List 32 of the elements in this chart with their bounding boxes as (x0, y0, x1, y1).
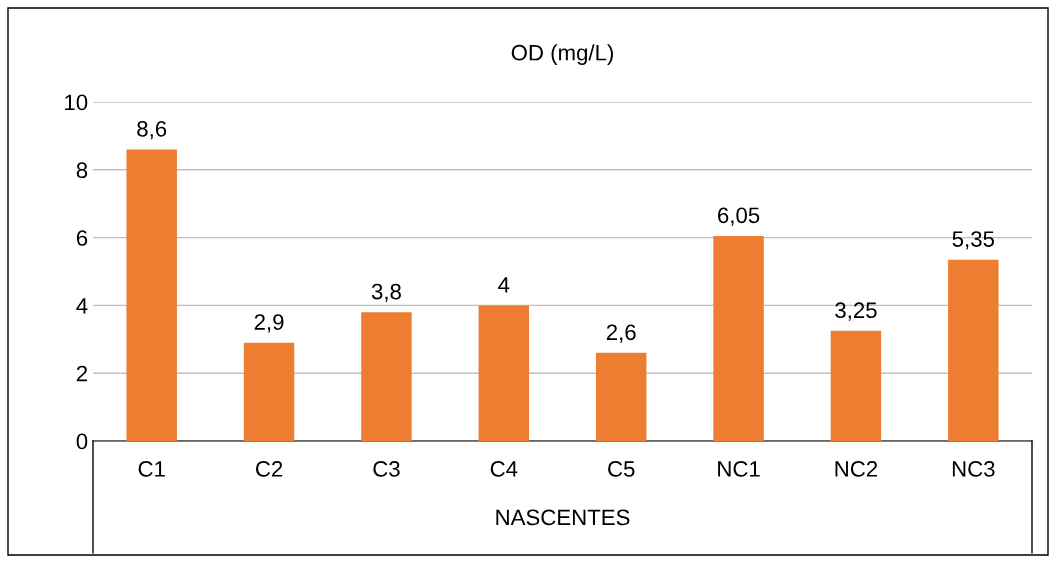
x-axis-title: NASCENTES (496, 509, 630, 526)
bar (830, 330, 882, 441)
data-label: 6,05 (718, 207, 760, 226)
y-tick-label: 6 (76, 230, 88, 246)
data-label: 8,6 (137, 121, 167, 140)
bar (713, 235, 764, 441)
x-tick-label: NC3 (952, 461, 995, 477)
x-tick-label: C2 (255, 461, 283, 477)
bar (948, 259, 999, 441)
bar (595, 352, 647, 441)
data-label: 5,35 (952, 231, 995, 250)
data-label: 2,9 (254, 314, 284, 333)
data-label: 2,6 (606, 324, 636, 343)
x-tick-label: C3 (373, 461, 400, 477)
chart-title: OD (mg/L) (511, 44, 613, 65)
bar (361, 312, 412, 441)
y-tick-label: 2 (76, 365, 88, 382)
x-tick-label: C5 (608, 461, 635, 477)
bar (126, 149, 177, 441)
x-tick-label: C1 (138, 461, 165, 477)
y-tick-label: 0 (76, 433, 88, 450)
y-tick-label: 10 (65, 94, 88, 111)
y-tick-label: 8 (76, 162, 88, 179)
bar (478, 305, 530, 441)
bar (243, 342, 295, 441)
x-tick-label: C4 (490, 461, 518, 477)
data-label: 3,8 (371, 283, 401, 303)
data-label: 3,25 (835, 302, 877, 321)
x-tick-label: NC2 (835, 461, 878, 477)
data-label: 4 (498, 277, 510, 293)
x-tick-label: NC1 (718, 461, 760, 477)
y-tick-label: 4 (76, 298, 88, 314)
